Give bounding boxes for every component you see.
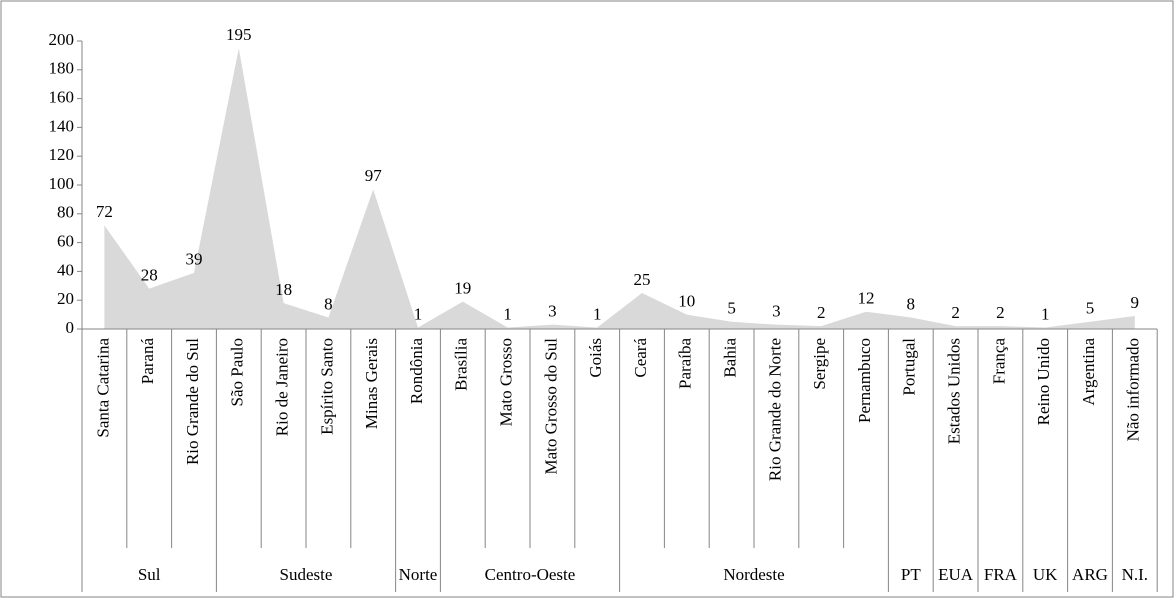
x-tick-label: Espírito Santo	[317, 338, 336, 435]
value-label: 97	[365, 166, 383, 185]
x-tick-label: Pernambuco	[855, 338, 874, 423]
value-label: 8	[907, 294, 916, 313]
group-label: ARG	[1072, 565, 1108, 584]
y-tick-label: 120	[49, 145, 75, 164]
value-label: 39	[186, 250, 203, 269]
value-label: 2	[951, 303, 960, 322]
x-tick-label: Rio de Janeiro	[273, 338, 292, 436]
group-label: Sul	[138, 565, 161, 584]
x-tick-label: Paraíba	[676, 338, 695, 389]
value-label: 2	[996, 303, 1005, 322]
value-label: 18	[275, 280, 292, 299]
value-label: 19	[454, 279, 471, 298]
x-tick-label: Portugal	[900, 338, 919, 396]
value-label: 2	[817, 303, 826, 322]
group-label: Nordeste	[723, 565, 784, 584]
y-tick-label: 60	[57, 232, 74, 251]
y-tick-label: 40	[57, 260, 74, 279]
group-label: PT	[901, 565, 921, 584]
x-tick-label: Rio Grande do Norte	[765, 338, 784, 481]
group-label: N.I.	[1122, 565, 1148, 584]
x-tick-label: Bahia	[721, 338, 740, 378]
x-tick-label: São Paulo	[228, 338, 247, 406]
value-label: 8	[324, 294, 333, 313]
value-label: 195	[226, 25, 252, 44]
group-label: Centro-Oeste	[485, 565, 576, 584]
x-tick-label: Reino Unido	[1034, 338, 1053, 425]
y-tick-label: 200	[49, 30, 75, 49]
x-tick-label: França	[989, 338, 1008, 385]
value-label: 1	[414, 304, 423, 323]
x-tick-label: Estados Unidos	[945, 338, 964, 444]
x-tick-label: Rio Grande do Sul	[183, 338, 202, 465]
group-label: EUA	[938, 565, 974, 584]
value-label: 3	[772, 302, 781, 321]
x-tick-label: Minas Gerais	[362, 338, 381, 429]
y-tick-label: 180	[49, 59, 75, 78]
x-tick-label: Ceará	[631, 338, 650, 378]
value-label: 1	[503, 304, 512, 323]
y-tick-label: 160	[49, 88, 75, 107]
value-label: 1	[1041, 304, 1050, 323]
y-tick-label: 20	[57, 289, 74, 308]
value-label: 25	[634, 270, 651, 289]
value-label: 5	[1086, 299, 1095, 318]
x-tick-label: Argentina	[1079, 338, 1098, 406]
x-tick-label: Paraná	[138, 338, 157, 385]
value-label: 3	[548, 302, 557, 321]
value-label: 12	[858, 289, 875, 308]
value-label: 28	[141, 266, 158, 285]
y-tick-label: 140	[49, 116, 75, 135]
x-tick-label: Mato Grosso do Sul	[541, 338, 560, 475]
group-label: Sudeste	[280, 565, 333, 584]
group-label: UK	[1033, 565, 1058, 584]
value-label: 9	[1131, 293, 1140, 312]
x-tick-label: Rondônia	[407, 338, 426, 405]
y-tick-label: 0	[66, 318, 75, 337]
value-label: 72	[96, 202, 113, 221]
x-tick-label: Sergipe	[810, 338, 829, 390]
area	[104, 48, 1135, 329]
x-tick-label: Brasília	[452, 338, 471, 391]
y-tick-label: 80	[57, 203, 74, 222]
x-tick-label: Goiás	[586, 338, 605, 378]
x-tick-label: Mato Grosso	[497, 338, 516, 426]
value-label: 10	[678, 292, 695, 311]
group-label: Norte	[399, 565, 438, 584]
value-label: 1	[593, 304, 602, 323]
value-label: 5	[727, 299, 736, 318]
group-label: FRA	[984, 565, 1018, 584]
x-tick-label: Santa Catarina	[93, 338, 112, 438]
y-tick-label: 100	[49, 174, 75, 193]
x-tick-label: Não informado	[1124, 338, 1143, 441]
